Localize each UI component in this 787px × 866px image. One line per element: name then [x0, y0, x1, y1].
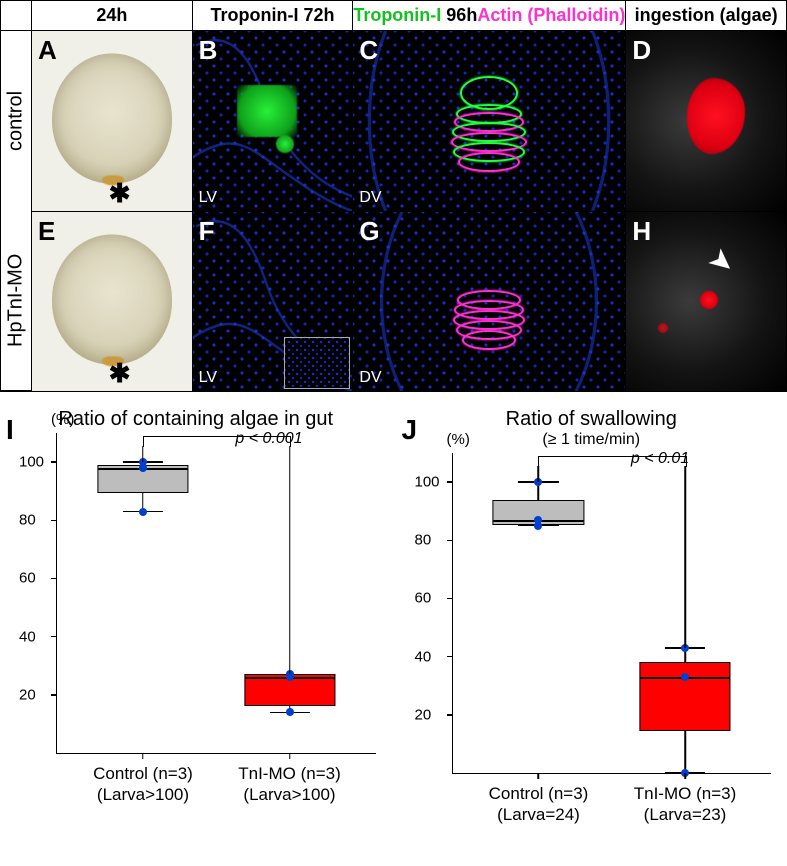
panel-E: E ✱: [31, 211, 192, 391]
chart-I: I Ratio of containing algae in gut (%) 2…: [10, 408, 382, 774]
panel-B: B LV: [192, 31, 353, 211]
panel-letter: G: [359, 216, 379, 247]
y-tick-label: 60: [19, 570, 36, 587]
data-point: [139, 508, 147, 516]
plot-area: (%) 20406080100Control (n=3)(Larva=24)Tn…: [452, 453, 772, 774]
troponin-spot: [276, 135, 294, 153]
grid-corner: [1, 1, 31, 31]
view-tag: DV: [359, 189, 381, 207]
y-tick-label: 60: [415, 590, 432, 607]
panel-F: F LV: [192, 211, 353, 391]
y-tick-label: 20: [19, 686, 36, 703]
y-tick-label: 100: [415, 474, 440, 491]
charts-row: I Ratio of containing algae in gut (%) 2…: [0, 392, 787, 834]
panel-letter: I: [6, 414, 14, 446]
y-tick-label: 40: [415, 648, 432, 665]
col-header-ingestion: ingestion (algae): [625, 1, 786, 31]
panel-letter: A: [38, 35, 57, 66]
col-header-72h: Troponin-I 72h: [192, 1, 353, 31]
embryo-icon: [52, 234, 172, 364]
chart-title: Ratio of swallowing: [406, 408, 778, 431]
legend-actin: Actin (Phalloidin): [477, 6, 625, 26]
panel-letter: D: [632, 35, 651, 66]
image-grid: 24h Troponin-I 72h Troponin-I 96hActin (…: [0, 0, 787, 392]
asterisk-icon: ✱: [109, 178, 131, 209]
data-point: [534, 516, 542, 524]
data-point: [286, 708, 294, 716]
troponin-signal: [237, 85, 297, 137]
p-value-label: p < 0.001: [235, 430, 302, 448]
y-unit: (%): [447, 431, 470, 448]
row-label-morphant: HpTnI-MO: [1, 211, 31, 391]
data-point: [681, 673, 689, 681]
view-tag: LV: [199, 189, 217, 207]
x-category-label: TnI-MO (n=3)(Larva>100): [238, 764, 341, 805]
figure: 24h Troponin-I 72h Troponin-I 96hActin (…: [0, 0, 787, 834]
panel-letter: E: [38, 216, 55, 247]
y-tick-label: 80: [19, 512, 36, 529]
panel-C: C DV: [352, 31, 625, 211]
panel-letter: J: [402, 414, 418, 446]
p-value-label: p < 0.01: [631, 450, 689, 468]
panel-G: G DV: [352, 211, 625, 391]
x-category-label: Control (n=3)(Larva>100): [93, 764, 193, 805]
view-tag: DV: [359, 369, 381, 387]
panel-letter: H: [632, 216, 651, 247]
panel-letter: F: [199, 216, 215, 247]
panel-H: ➤ H: [625, 211, 786, 391]
asterisk-icon: ✱: [109, 358, 131, 389]
legend-troponin: Troponin-I: [353, 6, 441, 26]
y-tick-label: 20: [415, 706, 432, 723]
y-tick-label: 40: [19, 628, 36, 645]
chart-J: J Ratio of swallowing (≥ 1 time/min) (%)…: [406, 408, 778, 774]
panel-letter: C: [359, 35, 378, 66]
inset-image: [284, 337, 350, 389]
y-unit: (%): [51, 411, 74, 428]
panel-letter: B: [199, 35, 218, 66]
y-tick-label: 80: [415, 532, 432, 549]
panel-A: A ✱: [31, 31, 192, 211]
plot-area: (%) 20406080100Control (n=3)(Larva>100)T…: [56, 433, 376, 754]
view-tag: LV: [199, 369, 217, 387]
col-header-24h: 24h: [31, 1, 192, 31]
panel-D: D: [625, 31, 786, 211]
row-label-control: control: [1, 31, 31, 211]
algae-signal: [700, 291, 718, 309]
col-header-96h: Troponin-I 96hActin (Phalloidin): [352, 1, 625, 31]
legend-96h: 96h: [441, 6, 477, 26]
embryo-icon: [52, 53, 172, 183]
x-category-label: Control (n=3)(Larva=24): [489, 784, 589, 825]
x-category-label: TnI-MO (n=3)(Larva=23): [634, 784, 737, 825]
y-tick-label: 100: [19, 454, 44, 471]
